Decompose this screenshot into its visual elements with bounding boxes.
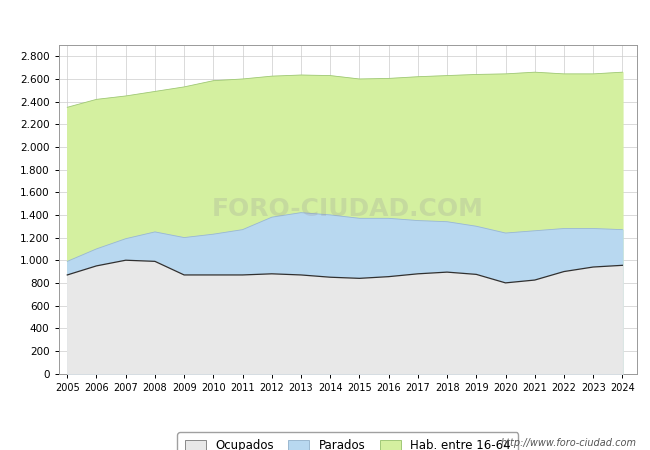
Legend: Ocupados, Parados, Hab. entre 16-64: Ocupados, Parados, Hab. entre 16-64 [177, 432, 518, 450]
Text: http://www.foro-ciudad.com: http://www.foro-ciudad.com [501, 438, 637, 448]
Text: FORO-CIUDAD.COM: FORO-CIUDAD.COM [212, 197, 484, 221]
Text: Arriate - Evolucion de la poblacion en edad de Trabajar Mayo de 2024: Arriate - Evolucion de la poblacion en e… [102, 12, 548, 24]
